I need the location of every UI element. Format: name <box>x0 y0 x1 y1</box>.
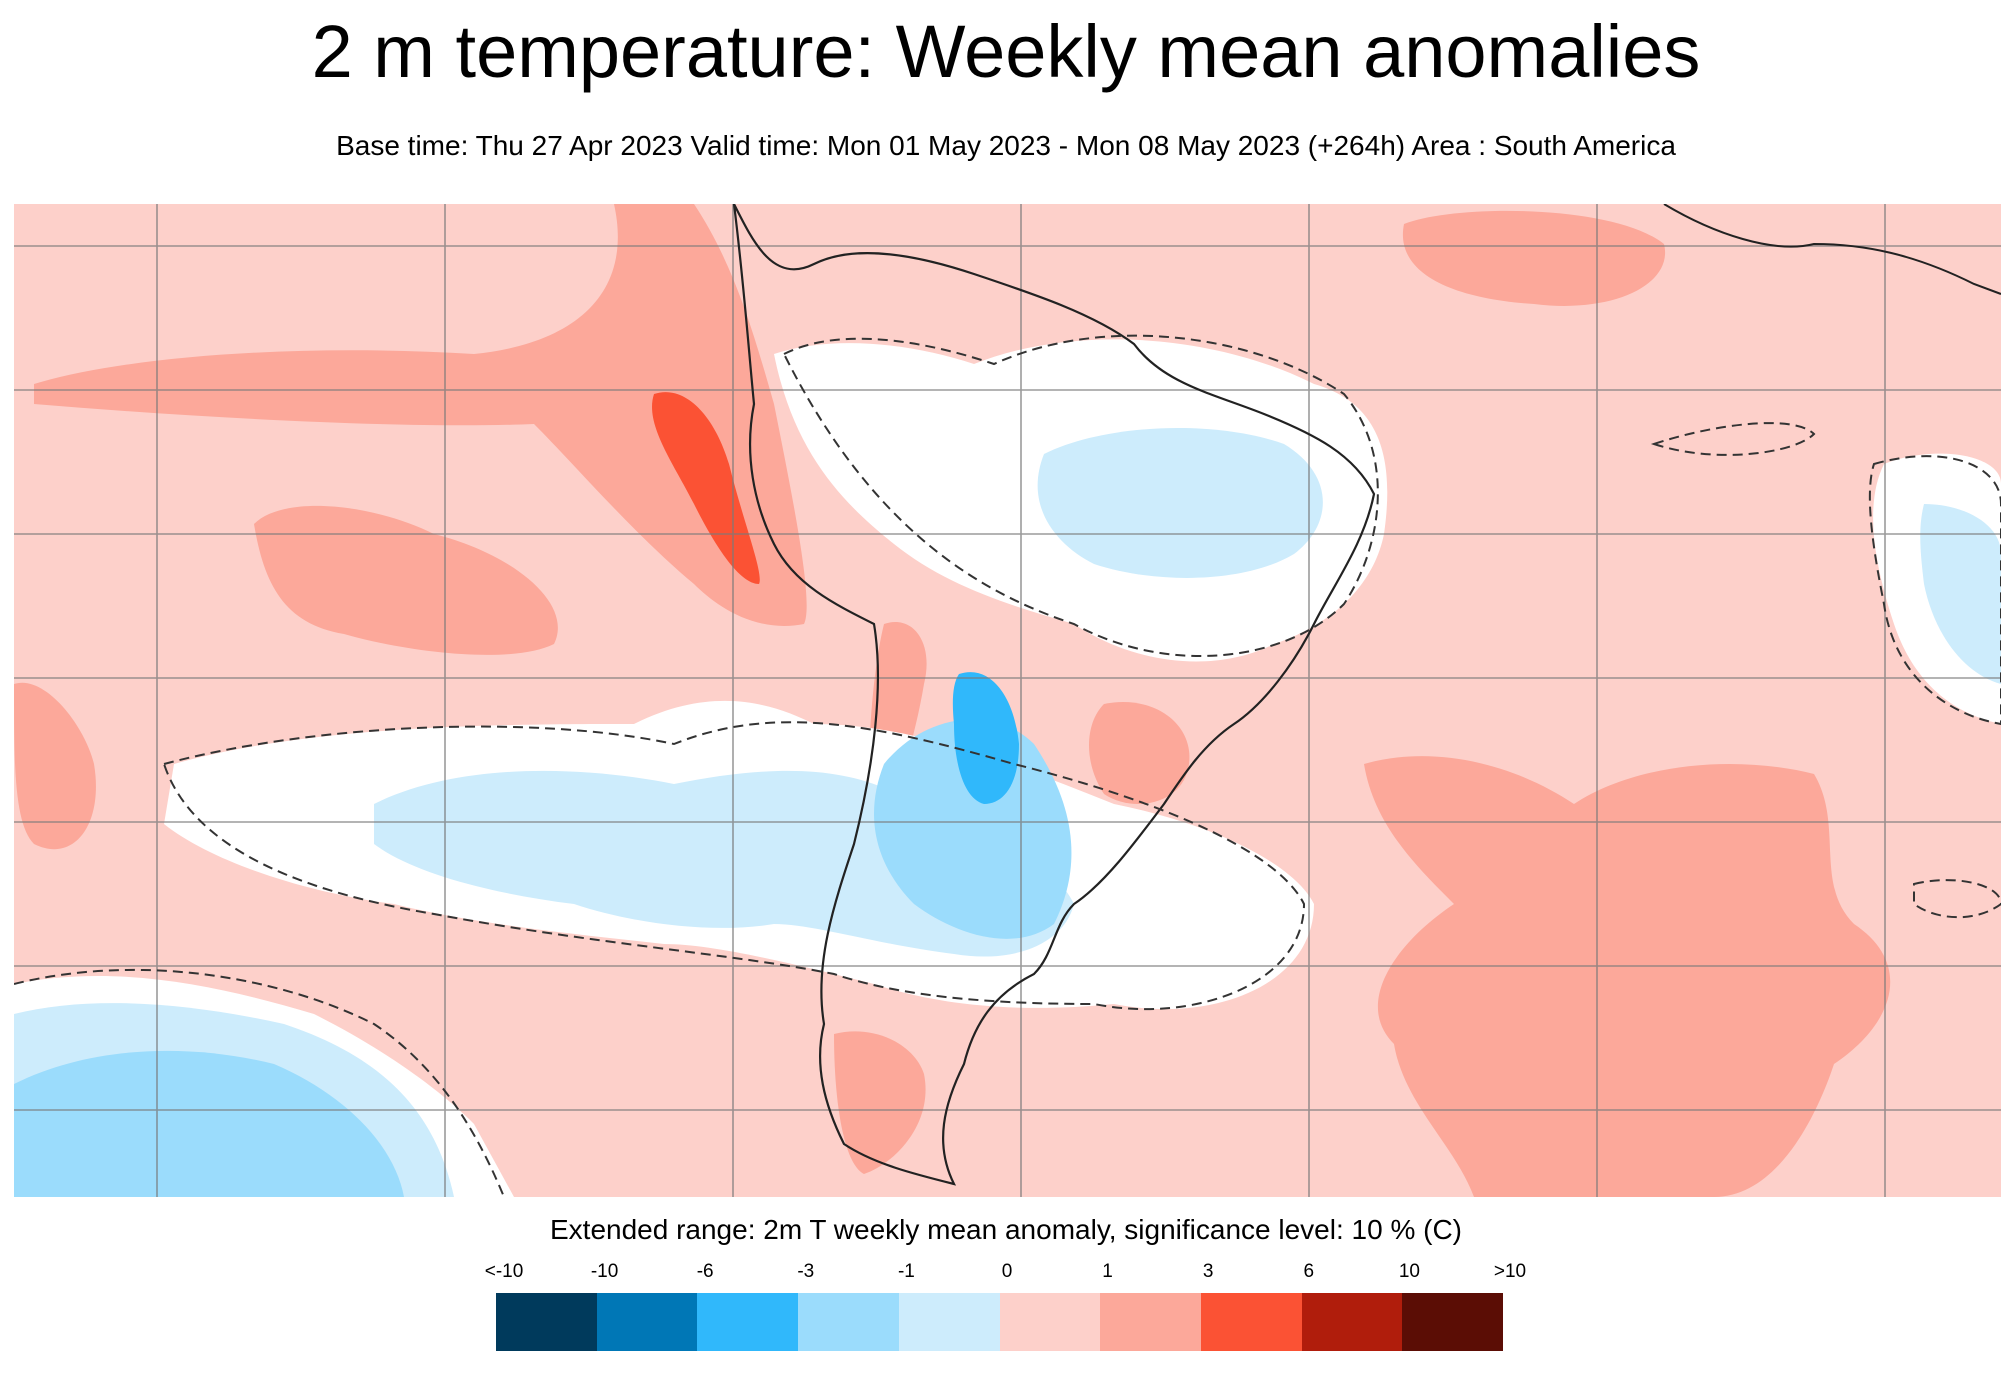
cool-east-edge <box>1920 504 2001 684</box>
significance-contours <box>14 334 2001 1197</box>
legend-label-5: 0 <box>1001 1261 1013 1282</box>
moderate-cool-argentina <box>874 719 1072 939</box>
legend-swatch-1 <box>596 1293 698 1351</box>
legend-title: Extended range: 2m T weekly mean anomaly… <box>549 1214 1462 1245</box>
legend-swatch-5 <box>999 1293 1101 1351</box>
legend-label-4: -1 <box>897 1261 915 1282</box>
legend-label-9: 10 <box>1398 1261 1420 1282</box>
legend-swatch-9 <box>1402 1293 1504 1351</box>
map-canvas <box>14 204 2001 1197</box>
warm-patch-northeast <box>1402 210 1666 306</box>
map-title: 2 m temperature: Weekly mean anomalies <box>311 10 1701 93</box>
warm-patch-south-atlantic <box>1364 756 1891 1197</box>
legend-label-2: -6 <box>696 1261 714 1282</box>
legend-label-3: -3 <box>797 1261 815 1282</box>
legend-swatch-0 <box>496 1293 597 1351</box>
warm-patch-brazil-south <box>1089 702 1190 804</box>
map-subtitle: Base time: Thu 27 Apr 2023 Valid time: M… <box>336 130 1676 161</box>
legend-label-0: <-10 <box>484 1261 524 1282</box>
anomaly-map[interactable] <box>14 204 2001 1197</box>
legend-swatch-8 <box>1301 1293 1403 1351</box>
graticule <box>14 204 2001 1197</box>
south-america-coastline <box>732 204 1376 1186</box>
legend-swatch-3 <box>798 1293 899 1351</box>
legend-swatch-7 <box>1200 1293 1302 1351</box>
warm-band-equatorial-pacific <box>34 204 807 626</box>
legend-swatch-4 <box>898 1293 1000 1351</box>
legend-label-10: >10 <box>1493 1261 1527 1282</box>
warm-patch-west-pacific <box>14 682 96 850</box>
legend-swatch-6 <box>1100 1293 1201 1351</box>
strong-cool-paraguay <box>952 672 1019 804</box>
moderate-cool-southwest <box>14 1050 404 1197</box>
northeast-coastline <box>1663 204 2001 295</box>
warm-patch-patagonia <box>834 1031 926 1174</box>
legend-swatch-2 <box>697 1293 799 1351</box>
legend-label-1: -10 <box>590 1261 619 1282</box>
legend-label-7: 3 <box>1202 1261 1214 1282</box>
cool-amazon <box>1037 427 1323 578</box>
warm-patch-east-pacific <box>254 505 558 655</box>
legend-label-6: 1 <box>1102 1261 1113 1282</box>
legend-color-bar <box>496 1293 1504 1351</box>
legend-labels: <-10 -10 -6 -3 -1 0 1 3 6 10 >10 <box>479 1260 1535 1284</box>
legend-label-8: 6 <box>1303 1261 1315 1282</box>
